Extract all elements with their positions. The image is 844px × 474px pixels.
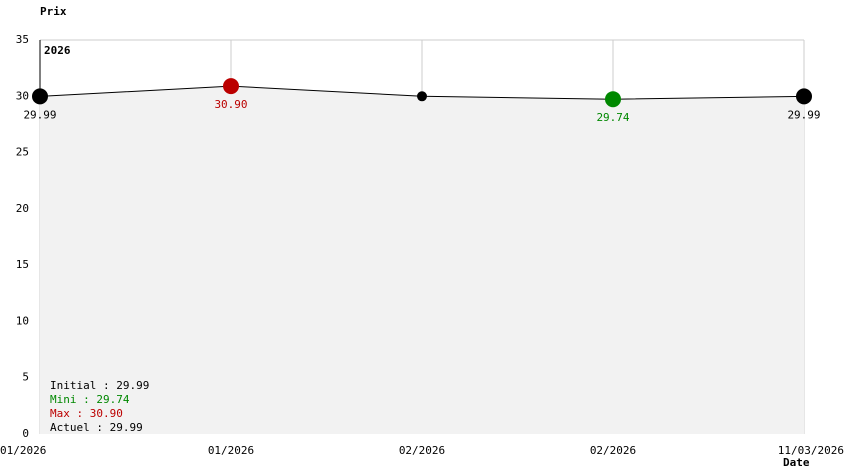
y-tick-label: 30 bbox=[16, 89, 29, 102]
y-axis-label: Prix bbox=[40, 5, 67, 18]
x-tick-label: 02/2026 bbox=[590, 444, 636, 457]
annotation: 2026 bbox=[44, 44, 71, 57]
value-label: 30.90 bbox=[214, 98, 247, 111]
x-tick-label: 11/03/2026 bbox=[778, 444, 844, 457]
y-tick-label: 10 bbox=[16, 314, 29, 327]
point bbox=[223, 78, 239, 95]
x-tick-label: 01/2026 bbox=[208, 444, 254, 457]
summary-line: Initial : 29.99 bbox=[50, 379, 149, 392]
summary-line: Max : 30.90 bbox=[50, 407, 123, 420]
y-tick-label: 5 bbox=[22, 371, 29, 384]
point bbox=[417, 91, 427, 102]
x-tick-label: 02/2026 bbox=[399, 444, 445, 457]
summary-line: Actuel : 29.99 bbox=[50, 421, 143, 434]
y-tick-label: 20 bbox=[16, 202, 29, 215]
point bbox=[796, 88, 812, 105]
value-label: 29.74 bbox=[596, 111, 629, 124]
point bbox=[32, 88, 48, 105]
y-tick-label: 25 bbox=[16, 146, 29, 159]
x-tick-label: 01/2026 bbox=[0, 444, 46, 457]
y-tick-label: 0 bbox=[22, 427, 29, 440]
value-label: 29.99 bbox=[787, 108, 820, 121]
point bbox=[605, 91, 621, 108]
value-label: 29.99 bbox=[23, 108, 56, 121]
summary-line: Mini : 29.74 bbox=[50, 393, 130, 406]
y-tick-label: 15 bbox=[16, 258, 29, 271]
x-axis-label: Date bbox=[783, 456, 810, 469]
area bbox=[40, 86, 804, 434]
y-tick-label: 35 bbox=[16, 33, 29, 46]
